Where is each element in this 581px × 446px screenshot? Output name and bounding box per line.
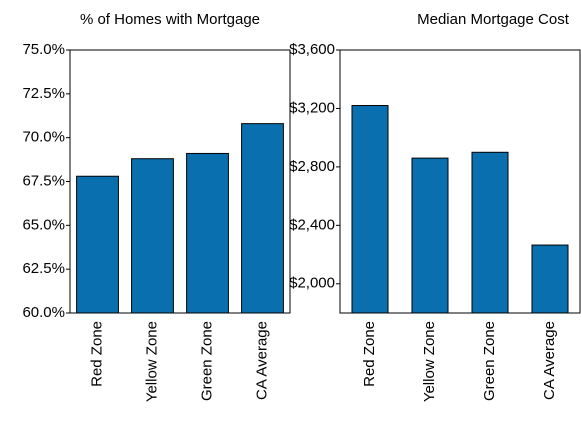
y-tick-label: $3,600 [289,41,335,58]
y-tick-label: $2,800 [289,158,335,175]
y-tick-label: 72.5% [22,85,65,102]
x-tick-label: Red Zone [361,321,378,387]
x-tick-label: Red Zone [88,321,105,387]
bar [531,244,569,314]
bar [411,157,449,314]
x-tick-label: Green Zone [481,321,498,401]
y-tick-label: 65.0% [22,216,65,233]
y-tick-label: $3,200 [289,99,335,116]
bar [471,151,509,314]
y-tick-label: 67.5% [22,172,65,189]
chart-title: % of Homes with Mortgage [80,11,260,28]
chart-title: Median Mortgage Cost [417,11,570,28]
x-tick-label: CA Average [541,321,558,400]
y-tick-label: $2,400 [289,216,335,233]
bar [186,152,229,314]
bar [241,123,284,314]
x-tick-label: Green Zone [198,321,215,401]
bar [76,175,119,314]
x-tick-label: Yellow Zone [421,321,438,402]
y-tick-label: $2,000 [289,275,335,292]
bar [351,105,389,314]
y-tick-label: 70.0% [22,129,65,146]
plot-frame [69,49,291,314]
x-tick-label: CA Average [253,321,270,400]
y-tick-label: 75.0% [22,41,65,58]
y-tick-label: 62.5% [22,260,65,277]
plot-frame [339,49,581,314]
bar [131,158,174,314]
x-tick-label: Yellow Zone [143,321,160,402]
y-tick-label: 60.0% [22,304,65,321]
